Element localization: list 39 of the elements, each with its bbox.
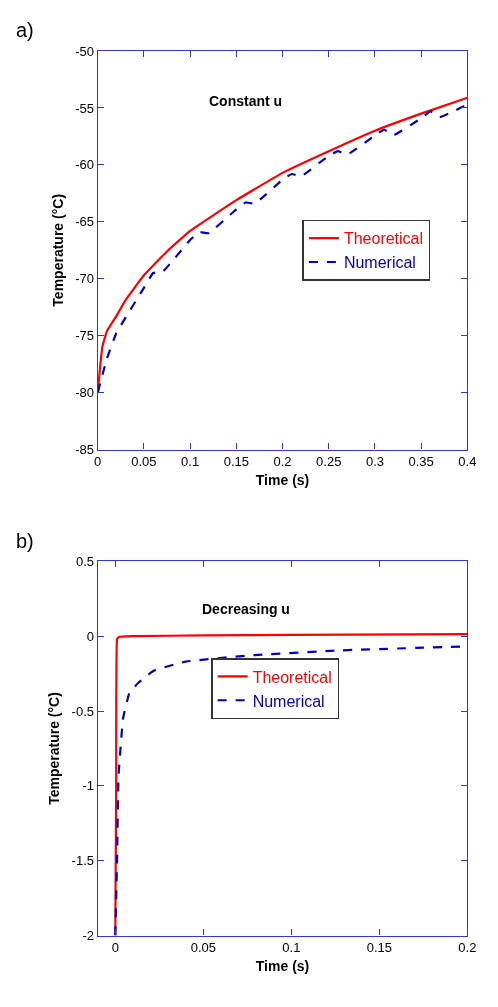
x-tick-label: 0.1 (181, 454, 200, 470)
y-tick-label: -70 (75, 271, 94, 287)
x-tick-label: 0.35 (408, 454, 434, 470)
x-tick-label: 0 (111, 940, 119, 956)
x-tick-label: 0.15 (223, 454, 249, 470)
chart-title: a) (16, 19, 34, 41)
y-axis-title: Temperature (°C) (46, 692, 63, 805)
y-tick-label: -75 (75, 328, 94, 344)
x-tick-label: 0.15 (366, 940, 393, 956)
y-tick-label: -80 (75, 385, 94, 401)
y-tick-label: -2 (82, 928, 94, 944)
y-tick-label: -0.5 (71, 703, 94, 719)
chart-title: b) (16, 530, 34, 552)
annotation: Constant u (209, 93, 283, 109)
x-tick-label: 0.25 (316, 454, 342, 470)
x-axis-title: Time (s) (255, 471, 310, 488)
x-tick-label: 0.2 (458, 940, 477, 956)
x-tick-label: 0.3 (365, 454, 384, 470)
y-tick-label: 0.5 (75, 553, 94, 569)
x-axis-title: Time (s) (255, 957, 310, 974)
x-tick-label: 0.4 (458, 454, 477, 470)
y-tick-label: -65 (75, 214, 94, 230)
x-tick-label: 0.05 (131, 454, 157, 470)
legend-label: Numerical (343, 254, 416, 272)
y-tick-label: -85 (75, 442, 94, 458)
y-tick-label: -50 (75, 43, 94, 59)
x-tick-label: 0.2 (273, 454, 292, 470)
y-tick-label: 0 (86, 628, 94, 644)
annotation: Decreasing u (202, 601, 290, 617)
y-tick-label: -55 (75, 100, 94, 116)
y-tick-label: -1 (82, 778, 94, 794)
y-tick-label: -1.5 (71, 853, 94, 869)
x-tick-label: 0.1 (282, 940, 301, 956)
legend-label: Numerical (252, 692, 325, 710)
y-tick-label: -60 (75, 157, 94, 173)
legend-label: Theoretical (343, 230, 424, 248)
y-axis-title: Temperature (°C) (49, 193, 66, 307)
legend-label: Theoretical (252, 668, 332, 686)
x-tick-label: 0.05 (190, 940, 216, 956)
